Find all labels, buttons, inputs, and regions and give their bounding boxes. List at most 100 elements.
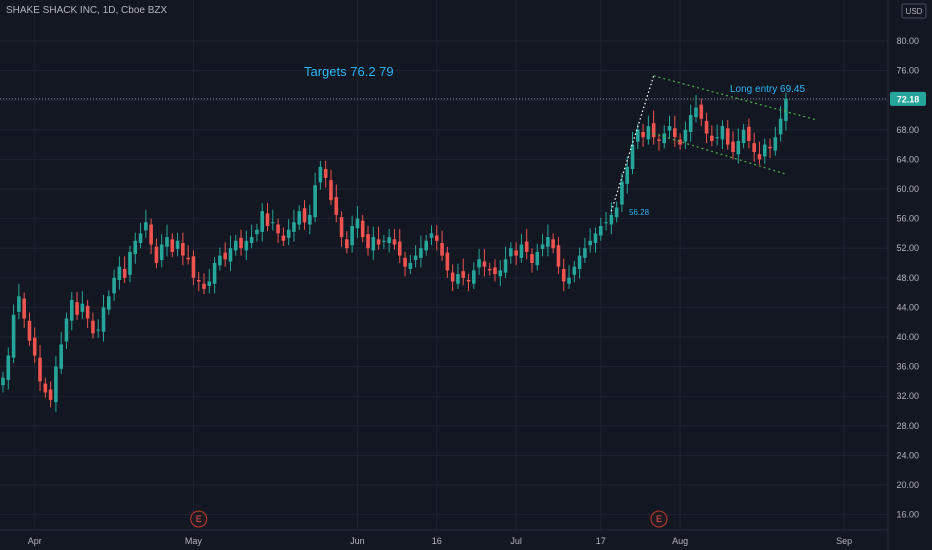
candle-body: [255, 229, 259, 235]
time-axis[interactable]: AprMayJun16Jul17AugSepOct16Nov: [0, 529, 932, 546]
candle-body: [530, 254, 534, 263]
candle-body: [609, 214, 614, 225]
candle-body: [509, 248, 513, 257]
currency-badge-frame[interactable]: [901, 3, 927, 19]
candle-body: [630, 144, 635, 170]
candle-body: [207, 281, 212, 286]
candle-body: [784, 98, 788, 121]
candle-body: [466, 280, 471, 282]
y-tick-label: 52.00: [896, 243, 919, 253]
candle-body: [657, 139, 661, 141]
candle-body: [133, 240, 138, 255]
candle-body: [667, 126, 672, 131]
earnings-marker[interactable]: [190, 510, 208, 528]
targets-annotation: Targets 76.2 79: [304, 64, 394, 79]
candle-body: [101, 307, 106, 332]
candle-body: [218, 255, 222, 266]
candle-body: [498, 270, 503, 277]
candle-body: [392, 239, 397, 245]
candle-body: [43, 383, 48, 393]
candle-body: [355, 218, 360, 229]
candle-body: [329, 180, 333, 201]
candle-body: [519, 244, 524, 258]
y-tick-label: 16.00: [896, 510, 919, 520]
candle-body: [747, 126, 751, 141]
candle-body: [276, 224, 280, 234]
candle-body: [551, 239, 555, 249]
candle-body: [731, 141, 735, 152]
candle-body: [546, 237, 550, 247]
candle-body: [96, 329, 101, 331]
candle-body: [112, 277, 116, 294]
candle-body: [297, 211, 302, 225]
candle-body: [339, 217, 344, 238]
y-tick-label: 44.00: [896, 302, 919, 312]
candle-body: [170, 239, 175, 252]
earnings-marker[interactable]: [650, 510, 668, 528]
y-tick-label: 48.00: [896, 273, 919, 283]
candle-body: [244, 240, 249, 251]
candle-body: [625, 166, 630, 184]
candle-body: [212, 263, 217, 284]
candle-body: [757, 154, 762, 160]
candle-body: [567, 277, 571, 284]
x-tick-label: 17: [596, 536, 606, 546]
currency-badge[interactable]: USD: [906, 7, 923, 16]
candle-body: [487, 268, 492, 271]
candle-body: [673, 128, 677, 138]
candle-body: [292, 222, 296, 232]
candle-body: [614, 207, 619, 218]
candle-body: [429, 233, 434, 238]
candle-body: [233, 240, 238, 251]
candle-body: [636, 129, 640, 142]
candle-body: [588, 240, 592, 246]
candle-body: [651, 123, 656, 138]
candle-body: [561, 268, 566, 282]
candle-body: [434, 235, 439, 241]
candle-body: [186, 257, 190, 260]
channel-lower-line: [653, 132, 787, 175]
candle-body: [11, 314, 16, 358]
candle-body: [662, 133, 667, 144]
candle-body: [91, 320, 95, 334]
y-tick-label: 28.00: [896, 421, 919, 431]
candle-body: [456, 274, 460, 284]
candle-body: [556, 245, 561, 267]
candle-body: [376, 239, 381, 245]
candle-body: [461, 271, 466, 278]
candle-body: [54, 366, 58, 403]
candle-body: [27, 320, 32, 341]
earnings-marker-label: E: [656, 514, 662, 524]
last-price-label: 72.18: [897, 94, 920, 104]
price-axis[interactable]: 16.00 20.00 24.00 28.00 32.00 36.00 40.00 44.00…: [887, 0, 926, 550]
candle-body: [80, 303, 85, 312]
candle-body: [260, 211, 265, 232]
candle-body: [138, 233, 143, 244]
last-price-tag: [890, 91, 926, 106]
candle-body: [85, 305, 90, 319]
y-tick-label: 80.00: [896, 36, 919, 46]
candle-body: [725, 128, 730, 145]
candle-body: [107, 296, 111, 310]
candle-body: [313, 185, 317, 218]
candle-body: [646, 126, 651, 140]
candle-body: [17, 296, 21, 312]
candle-body: [450, 272, 455, 282]
grid-lines: [0, 0, 888, 530]
candle-body: [593, 233, 598, 244]
x-tick-label: 16: [432, 536, 442, 546]
breakout-level-label: 56.28: [629, 208, 650, 217]
candle-body: [688, 115, 693, 133]
candle-body: [741, 129, 746, 144]
candle-body: [540, 244, 545, 249]
candle-body: [228, 248, 233, 262]
x-tick-label: May: [185, 536, 203, 546]
candle-body: [144, 222, 148, 231]
candle-body: [302, 208, 307, 223]
y-tick-label: 56.00: [896, 214, 919, 224]
candle-body: [419, 248, 423, 258]
channel-upper-line: [653, 75, 818, 121]
candle-body: [69, 300, 74, 321]
candle-body: [48, 389, 53, 400]
